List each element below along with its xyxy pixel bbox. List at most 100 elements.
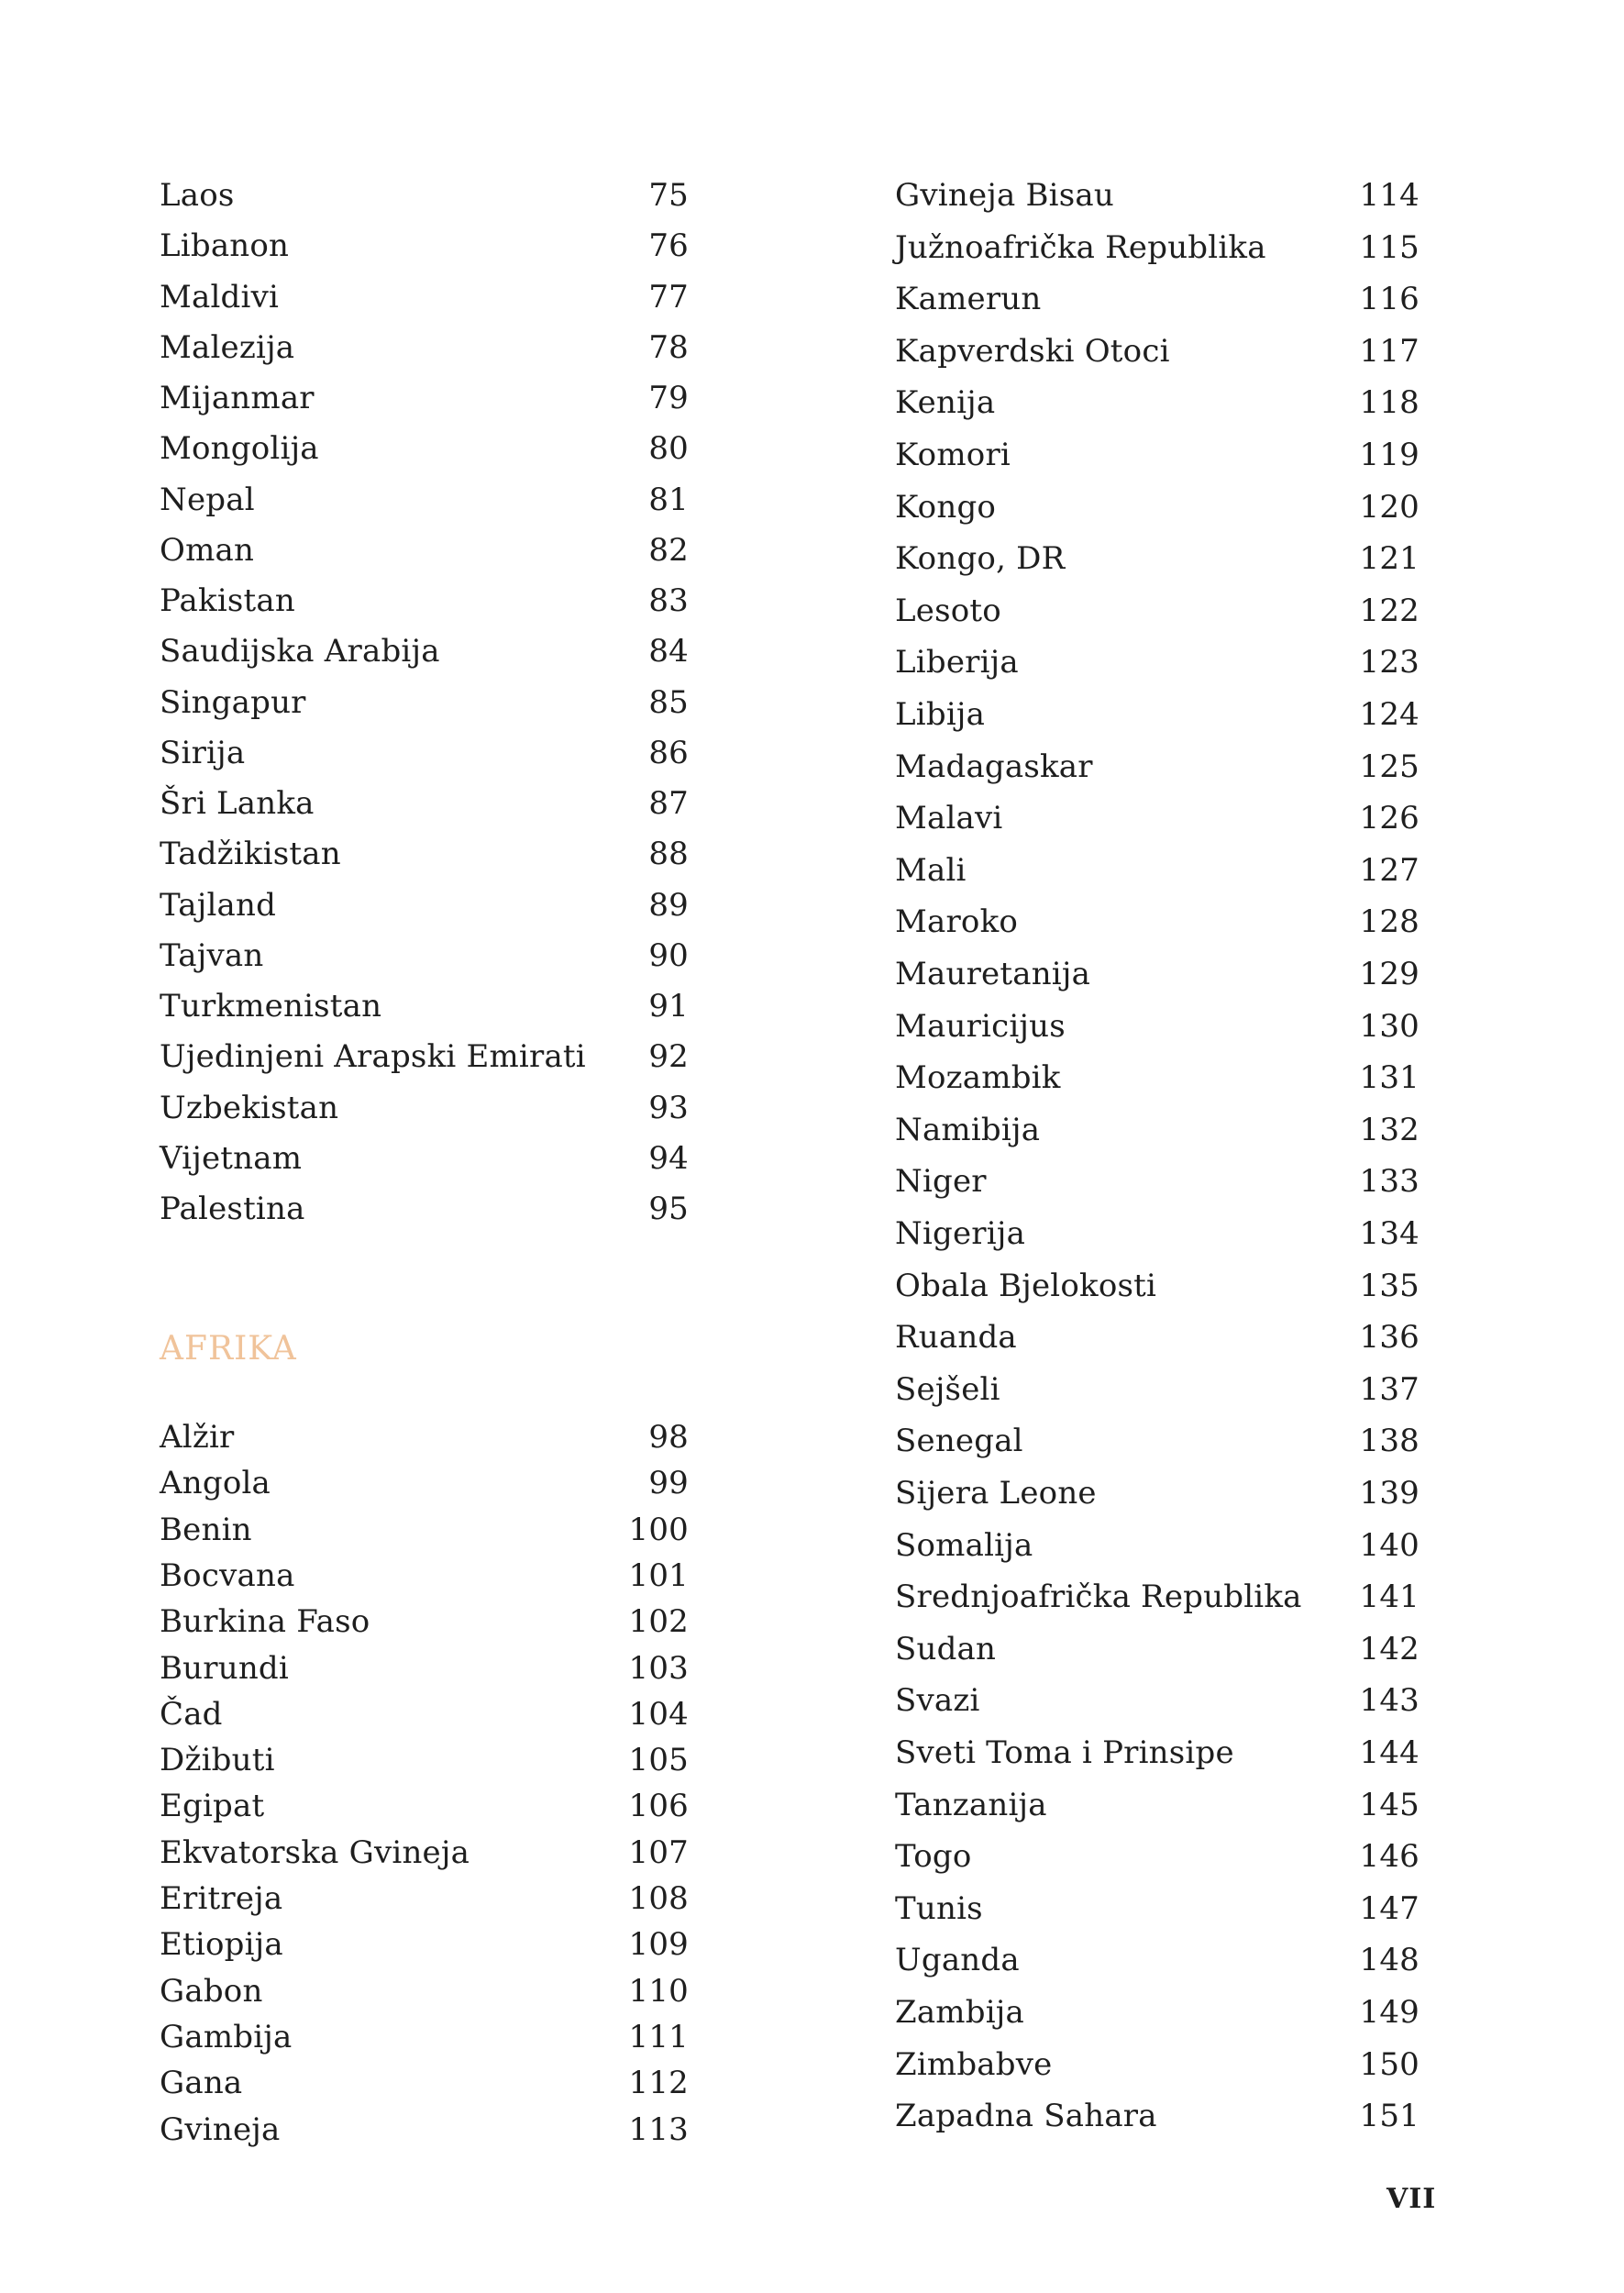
- toc-entry-page: 133: [1359, 1163, 1420, 1200]
- toc-entry-name: Namibija: [895, 1112, 1041, 1148]
- toc-entry-name: Kenija: [895, 384, 996, 421]
- toc-entry: Saudijska Arabija 84: [160, 627, 689, 675]
- toc-entry-page: 108: [628, 1880, 689, 1917]
- toc-entry-name: Burkina Faso: [160, 1603, 370, 1640]
- toc-entry: Južnoafrička Republika 115: [895, 224, 1420, 271]
- toc-entry-page: 112: [628, 2065, 689, 2101]
- toc-entry: Gvineja 113: [160, 2106, 689, 2154]
- toc-entry: Maroko 128: [895, 898, 1420, 946]
- toc-entry-name: Oman: [160, 532, 255, 569]
- toc-entry-name: Komori: [895, 437, 1011, 473]
- toc-entry-name: Liberija: [895, 644, 1019, 681]
- toc-entry-page: 80: [648, 430, 689, 467]
- toc-entry-page: 87: [648, 785, 689, 822]
- toc-entry-name: Mijanmar: [160, 380, 315, 416]
- toc-entry-page: 137: [1359, 1371, 1420, 1408]
- toc-entry: Malezija 78: [160, 324, 689, 371]
- toc-entry-page: 143: [1359, 1682, 1420, 1719]
- toc-entry: Ujedinjeni Arapski Emirati 92: [160, 1033, 689, 1080]
- toc-entry-name: Ruanda: [895, 1319, 1017, 1356]
- toc-entry-name: Obala Bjelokosti: [895, 1268, 1157, 1304]
- toc-entry: Pakistan 83: [160, 577, 689, 625]
- toc-entry-page: 107: [628, 1834, 689, 1871]
- toc-entry-page: 117: [1359, 333, 1420, 370]
- toc-entry: Somalija 140: [895, 1522, 1420, 1569]
- toc-entry: Sejšeli 137: [895, 1366, 1420, 1413]
- toc-entry-name: Malezija: [160, 329, 295, 366]
- toc-entry-page: 110: [628, 1973, 689, 2010]
- toc-entry: Zambija 149: [895, 1988, 1420, 2036]
- toc-entry-name: Laos: [160, 177, 235, 214]
- toc-entry-page: 113: [628, 2111, 689, 2148]
- toc-entry-page: 86: [648, 735, 689, 771]
- toc-entry: Namibija 132: [895, 1106, 1420, 1154]
- toc-entry-page: 141: [1359, 1579, 1420, 1615]
- toc-entry-name: Kamerun: [895, 281, 1042, 317]
- toc-entry: Alžir 98: [160, 1413, 689, 1461]
- toc-entry: Kamerun 116: [895, 275, 1420, 323]
- toc-entry-name: Gana: [160, 2065, 243, 2101]
- toc-entry-page: 98: [648, 1419, 689, 1456]
- toc-entry: Benin 100: [160, 1506, 689, 1554]
- toc-entry: Kenija 118: [895, 379, 1420, 426]
- toc-entry: Maldivi 77: [160, 273, 689, 321]
- toc-entry-page: 75: [648, 177, 689, 214]
- toc-entry-page: 94: [648, 1140, 689, 1177]
- toc-entry: Tunis 147: [895, 1885, 1420, 1933]
- toc-entry-page: 99: [648, 1465, 689, 1501]
- toc-entry-page: 90: [648, 937, 689, 974]
- toc-entry-page: 118: [1359, 384, 1420, 421]
- toc-entry: Malavi 126: [895, 794, 1420, 842]
- toc-entry: Komori 119: [895, 431, 1420, 479]
- toc-entry-name: Lesoto: [895, 593, 1001, 629]
- toc-entry: Gvineja Bisau 114: [895, 172, 1420, 219]
- toc-entry: Gana 112: [160, 2059, 689, 2107]
- toc-entry-page: 150: [1359, 2046, 1420, 2083]
- toc-entry: Lesoto 122: [895, 587, 1420, 635]
- toc-entry-name: Togo: [895, 1838, 972, 1875]
- toc-entry-name: Tajland: [160, 887, 277, 924]
- toc-entry-page: 102: [628, 1603, 689, 1640]
- toc-entry: Svazi 143: [895, 1677, 1420, 1724]
- toc-entry-page: 81: [648, 482, 689, 518]
- toc-entry-page: 136: [1359, 1319, 1420, 1356]
- toc-entry-page: 151: [1359, 2098, 1420, 2134]
- toc-entry-page: 109: [628, 1926, 689, 1963]
- toc-entry: Kapverdski Otoci 117: [895, 327, 1420, 375]
- toc-entry: Oman 82: [160, 526, 689, 574]
- toc-entry-name: Džibuti: [160, 1742, 275, 1778]
- toc-entry: Palestina 95: [160, 1185, 689, 1233]
- toc-entry-name: Senegal: [895, 1423, 1023, 1459]
- toc-entry: Laos 75: [160, 172, 689, 219]
- toc-entry-name: Nigerija: [895, 1215, 1026, 1252]
- toc-entry-name: Somalija: [895, 1527, 1033, 1564]
- toc-entry-page: 76: [648, 227, 689, 264]
- toc-entry-name: Sirija: [160, 735, 246, 771]
- toc-entry-name: Mali: [895, 852, 967, 889]
- toc-entry-page: 147: [1359, 1890, 1420, 1927]
- toc-entry-name: Mauricijus: [895, 1008, 1066, 1045]
- toc-entry-page: 104: [628, 1696, 689, 1733]
- toc-entry: Kongo 120: [895, 483, 1420, 531]
- toc-entry: Uzbekistan 93: [160, 1084, 689, 1132]
- toc-entry-page: 100: [628, 1512, 689, 1548]
- toc-entry-name: Gabon: [160, 1973, 263, 2010]
- toc-entry: Mongolija 80: [160, 425, 689, 472]
- toc-entry-name: Zambija: [895, 1994, 1024, 2031]
- toc-entry: Madagaskar 125: [895, 743, 1420, 791]
- toc-entry-name: Madagaskar: [895, 748, 1093, 785]
- toc-entry: Uganda 148: [895, 1936, 1420, 1984]
- toc-entry-name: Vijetnam: [160, 1140, 303, 1177]
- toc-entry-name: Gambija: [160, 2019, 293, 2055]
- toc-entry-page: 77: [648, 279, 689, 316]
- toc-entry-name: Tanzanija: [895, 1787, 1047, 1823]
- toc-entry: Obala Bjelokosti 135: [895, 1262, 1420, 1310]
- toc-entry: Singapur 85: [160, 679, 689, 726]
- toc-entry: Tajland 89: [160, 881, 689, 929]
- toc-entry-name: Gvineja Bisau: [895, 177, 1114, 214]
- toc-entry: Sirija 86: [160, 729, 689, 777]
- toc-entry-name: Šri Lanka: [160, 785, 315, 822]
- toc-entry: Zapadna Sahara 151: [895, 2092, 1420, 2140]
- toc-entry: Sveti Toma i Prinsipe 144: [895, 1729, 1420, 1777]
- toc-entry-name: Tajvan: [160, 937, 264, 974]
